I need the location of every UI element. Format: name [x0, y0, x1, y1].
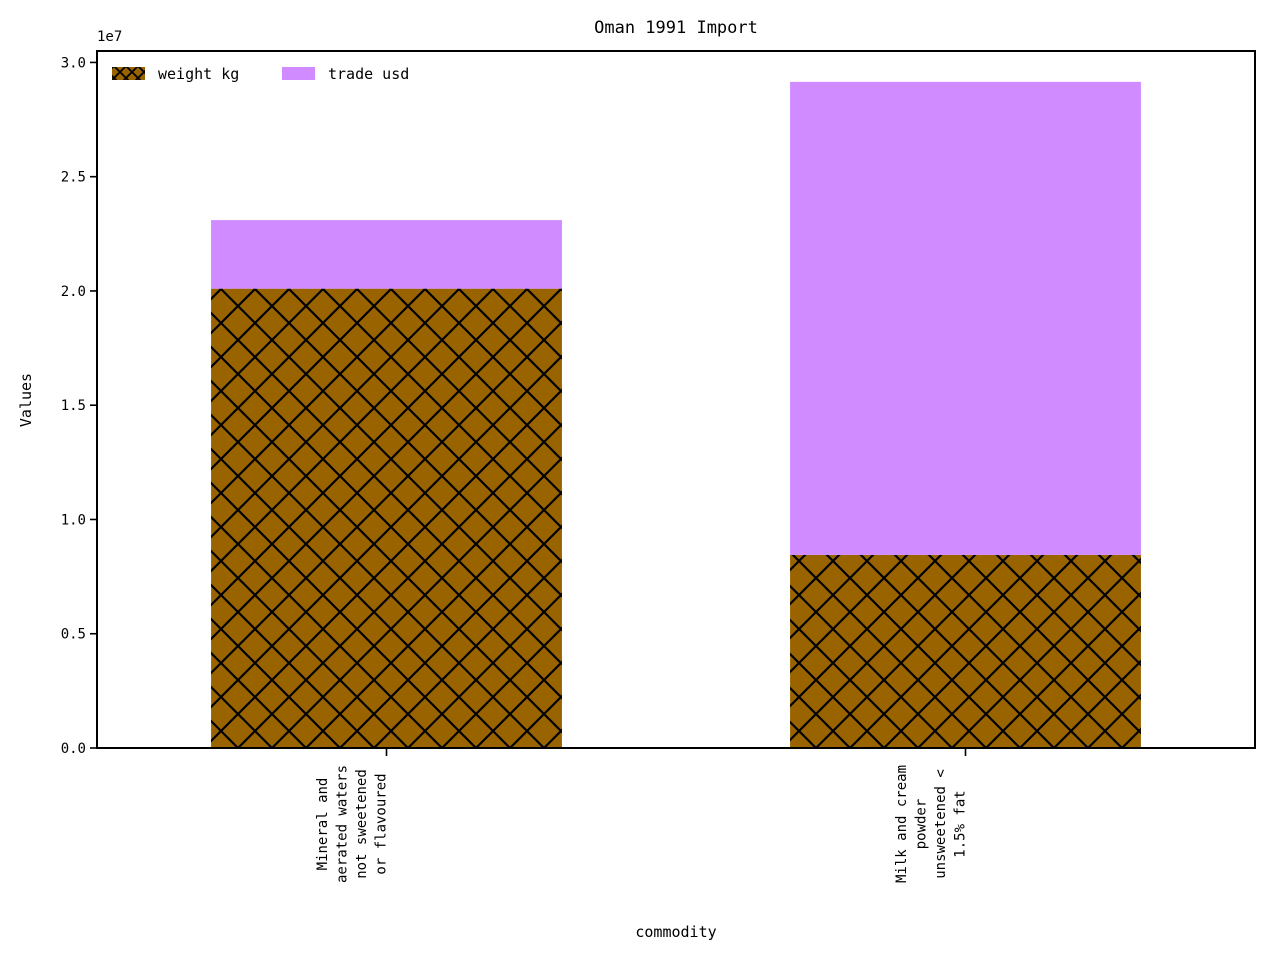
- legend: weight kg trade usd: [112, 65, 409, 83]
- y-tick-label: 0.0: [61, 741, 86, 757]
- x-tick-label-line: 1.5% fat: [953, 790, 969, 857]
- bar-trade-usd-1: [790, 81, 1141, 555]
- x-tick-label-text: Mineral and aerated waters not sweetened or…: [315, 765, 390, 883]
- bar-hatch-1: [790, 554, 1141, 748]
- x-ticks: Mineral and aerated waters not sweetened or…: [315, 748, 969, 883]
- legend-label-0: weight kg: [158, 65, 239, 83]
- x-tick-label-text: Milk and cream powder unsweetened <1.5% fa…: [894, 765, 969, 883]
- x-tick-label-line: unsweetened <: [933, 769, 949, 879]
- y-tick-label: 2.5: [61, 170, 86, 186]
- x-tick-label-line: powder: [914, 799, 930, 850]
- legend-swatch-1: [282, 67, 315, 80]
- x-axis-label: commodity: [635, 923, 716, 941]
- x-tick-label-1: Milk and cream powder unsweetened <1.5% fa…: [894, 765, 969, 883]
- y-axis-label: Values: [17, 373, 35, 427]
- bar-trade-usd-0: [211, 220, 562, 289]
- y-tick-label: 1.0: [61, 512, 86, 528]
- y-tick-label: 3.0: [61, 55, 86, 71]
- y-tick-label: 1.5: [61, 398, 86, 414]
- x-tick-label-line: not sweetened: [354, 769, 370, 879]
- y-tick-label: 0.5: [61, 627, 86, 643]
- legend-swatch-hatch: [112, 67, 145, 80]
- y-tick-label: 2.0: [61, 284, 86, 300]
- x-tick-label-line: aerated waters: [335, 765, 351, 883]
- x-tick-label-0: Mineral and aerated waters not sweetened or…: [315, 765, 390, 883]
- y-ticks: 0.0 0.5 1.0 1.5 2.0 2.5 3.0: [61, 55, 97, 757]
- chart-title: Oman 1991 Import: [594, 18, 758, 38]
- y-offset-label: 1e7: [97, 29, 122, 45]
- x-tick-label-line: or flavoured: [374, 773, 390, 874]
- plot-frame: [96, 50, 1256, 749]
- x-tick-label-line: Mineral and: [315, 778, 331, 871]
- bars-layer: [211, 81, 1141, 748]
- x-tick-label-line: Milk and cream: [894, 765, 910, 883]
- bar-hatch-0: [211, 288, 562, 748]
- legend-label-1: trade usd: [328, 65, 409, 83]
